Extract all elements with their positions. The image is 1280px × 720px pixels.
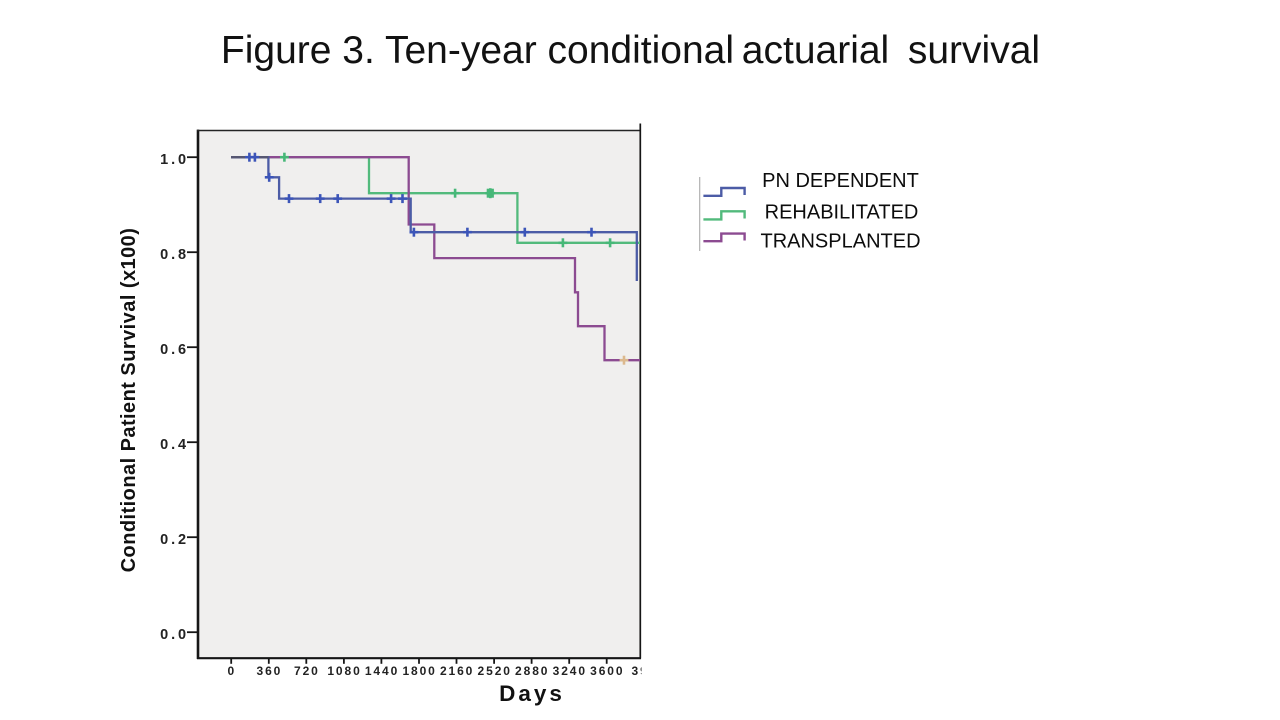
svg-text:0: 0 <box>228 664 237 678</box>
svg-text:3600: 3600 <box>590 664 624 678</box>
svg-text:Days: Days <box>499 681 565 706</box>
svg-text:2880: 2880 <box>515 664 549 678</box>
svg-text:0.2: 0.2 <box>160 532 189 548</box>
svg-text:0.0: 0.0 <box>160 627 189 643</box>
svg-text:PN DEPENDENT: PN DEPENDENT <box>762 170 919 192</box>
svg-text:Conditional Patient Survival (: Conditional Patient Survival (x100) <box>118 228 140 573</box>
svg-text:1080: 1080 <box>327 664 361 678</box>
svg-text:2160: 2160 <box>440 664 474 678</box>
svg-text:TRANSPLANTED: TRANSPLANTED <box>760 230 920 252</box>
svg-text:3240: 3240 <box>553 664 587 678</box>
svg-text:REHABILITATED: REHABILITATED <box>765 201 919 223</box>
svg-text:0.4: 0.4 <box>160 437 189 453</box>
svg-text:0.8: 0.8 <box>160 247 189 263</box>
svg-text:1440: 1440 <box>365 664 399 678</box>
svg-text:39: 39 <box>632 664 649 678</box>
svg-text:1800: 1800 <box>402 664 436 678</box>
svg-text:0.6: 0.6 <box>160 342 189 358</box>
svg-text:1.0: 1.0 <box>160 152 189 168</box>
svg-text:720: 720 <box>294 664 320 678</box>
svg-text:360: 360 <box>257 664 283 678</box>
svg-text:2520: 2520 <box>478 664 512 678</box>
